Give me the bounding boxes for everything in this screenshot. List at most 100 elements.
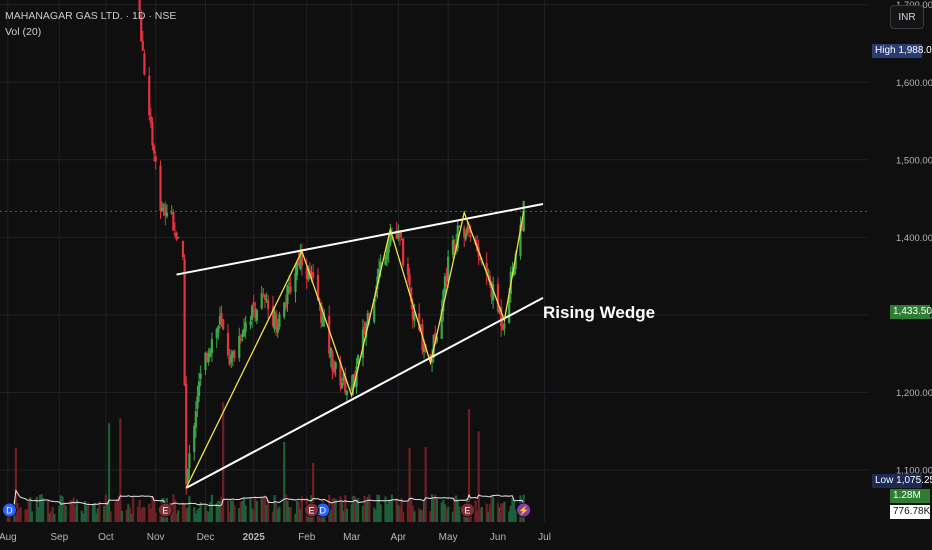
candle-body — [384, 257, 387, 265]
volume-bar — [107, 423, 111, 522]
volume-bar — [151, 496, 154, 522]
volume-bar — [64, 505, 67, 522]
volume-bar — [136, 506, 140, 522]
y-tick-label: 1,500.00 — [896, 155, 932, 166]
volume-bar — [418, 508, 421, 522]
volume-bar — [295, 500, 299, 522]
volume-bar — [475, 510, 479, 522]
candle-body — [453, 243, 456, 248]
volume-bar — [104, 494, 107, 522]
volume-bar — [119, 418, 122, 522]
volume-bar — [299, 508, 302, 522]
volume-bar — [186, 507, 189, 522]
candle-body — [406, 263, 410, 275]
volume-bar — [329, 509, 332, 522]
volume-bar — [479, 508, 482, 522]
volume-bar — [440, 502, 443, 522]
candle-body — [366, 312, 369, 327]
candle-body — [143, 53, 146, 75]
volume-bar — [82, 513, 85, 522]
volume-indicator-label[interactable]: Vol (20) — [5, 26, 42, 38]
candle-body — [458, 225, 461, 228]
y-tick-label: 1,400.00 — [896, 233, 932, 244]
volume-bar — [297, 501, 300, 522]
candle-body — [172, 211, 175, 231]
event-markers[interactable]: D DE E E ⚡ — [1, 502, 532, 518]
volume-bar — [340, 502, 344, 522]
volume-bar — [138, 499, 141, 522]
candle-body — [519, 225, 522, 257]
volume-bar — [85, 506, 88, 522]
time-axis[interactable]: Aug Sep Oct Nov Dec 2025 Feb Mar Apr May Jun Jul — [0, 532, 551, 543]
high-value: 1,988.00 — [898, 45, 932, 56]
wedge-trendlines — [176, 203, 544, 489]
price-axis[interactable]: 1,100.001,200.001,300.001,400.001,500.00… — [896, 0, 932, 477]
volume-bar — [514, 509, 517, 522]
volume-bar — [83, 500, 87, 522]
candle-body — [492, 284, 495, 301]
candle-body — [498, 310, 501, 313]
volume-bar — [48, 513, 51, 522]
candle-body — [400, 239, 403, 241]
candle-body — [164, 205, 167, 216]
volume-bar — [500, 503, 503, 522]
candle-body — [389, 230, 392, 245]
upper-wedge-line — [176, 203, 544, 276]
candle-body — [445, 275, 448, 283]
candle-body — [186, 468, 189, 483]
candle-body — [345, 390, 348, 395]
volume-bar — [361, 505, 365, 522]
volume-bar — [411, 505, 414, 522]
candle-body — [217, 326, 220, 333]
volume-bar — [467, 409, 471, 522]
volume-bar — [334, 499, 337, 522]
volume-bar — [260, 496, 263, 522]
candle-body — [398, 230, 402, 237]
candle-body — [464, 233, 467, 240]
candle-body — [295, 263, 299, 276]
candle-body — [435, 336, 438, 342]
volume-bar — [390, 494, 393, 522]
volume-bar — [96, 508, 99, 522]
volume-bar — [520, 512, 524, 522]
candle-body — [411, 305, 414, 320]
volume-bar — [410, 497, 413, 522]
volume-average-label: 776.78K — [890, 505, 930, 519]
volume-bar — [62, 501, 66, 522]
volume-bar — [71, 499, 74, 522]
candle-body — [278, 314, 281, 328]
y-tick-label: 1,600.00 — [896, 78, 932, 89]
candle-body — [456, 225, 459, 249]
candle-body — [233, 350, 236, 359]
candle-body — [490, 282, 493, 298]
low-tag: Low — [875, 475, 894, 486]
volume-bar — [132, 495, 135, 522]
last-price-label: 1,433.50 — [890, 305, 932, 319]
candle-body — [244, 322, 247, 332]
dividend-marker — [1, 502, 17, 518]
candle-body — [321, 316, 324, 327]
volume-bar — [188, 496, 191, 522]
volume-bar — [140, 508, 143, 522]
candle-body — [283, 302, 286, 318]
volume-bar — [498, 507, 501, 522]
volume-bar — [422, 500, 426, 522]
candle-body — [408, 274, 411, 286]
volume-bar — [38, 494, 42, 522]
x-tick-label: Oct — [98, 532, 114, 543]
candle-body — [220, 313, 223, 323]
volume-bar — [487, 511, 490, 522]
volume-bar — [435, 498, 438, 522]
candle-body — [242, 328, 246, 337]
low-price-label: Low 1,075.25 — [872, 474, 932, 488]
candle-body — [231, 351, 234, 358]
symbol-title[interactable]: MAHANAGAR GAS LTD. · 1D · NSE — [5, 10, 177, 22]
volume-bar — [80, 510, 83, 522]
candle-body — [500, 306, 503, 327]
volume-bar — [19, 506, 22, 522]
volume-bar — [141, 506, 144, 522]
currency-button[interactable]: INR — [890, 5, 924, 29]
volume-bar — [398, 506, 402, 522]
volume-bar — [312, 462, 315, 522]
